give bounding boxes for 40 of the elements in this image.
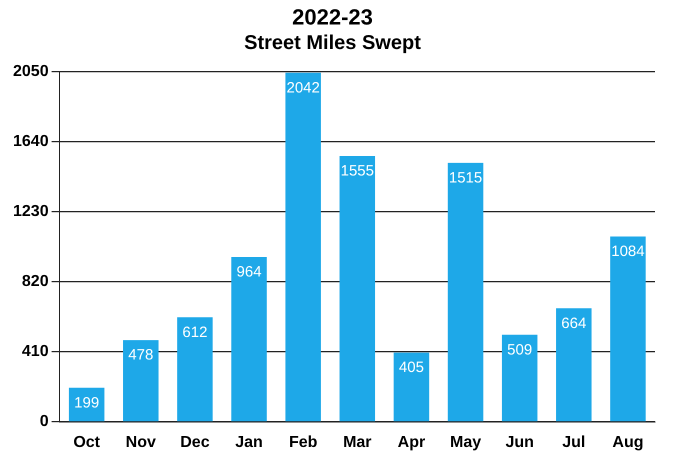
y-tick-label: 1230 <box>13 202 49 220</box>
data-label: 612 <box>182 324 208 341</box>
x-tick-label: Mar <box>343 434 372 451</box>
x-tick-label: Jun <box>505 434 534 451</box>
bar <box>231 257 267 422</box>
y-tick-label: 2050 <box>13 62 49 80</box>
y-tick-label: 410 <box>22 343 49 360</box>
data-label: 509 <box>507 341 532 358</box>
x-tick-label: Dec <box>180 434 210 451</box>
bar <box>448 162 484 422</box>
x-tick-label: Jan <box>235 434 263 451</box>
data-label: 199 <box>74 394 100 412</box>
data-label: 405 <box>398 359 424 376</box>
bar <box>394 352 430 422</box>
x-tick-label: Aug <box>612 434 644 451</box>
bar <box>285 72 321 422</box>
y-tick-label: 820 <box>22 273 49 290</box>
bar <box>177 317 213 422</box>
x-tick-label: Nov <box>126 434 156 451</box>
x-tick-label: May <box>450 434 482 451</box>
data-label: 964 <box>236 264 262 281</box>
data-label: 1084 <box>611 243 645 260</box>
bar <box>340 156 376 422</box>
x-tick-label: Jul <box>562 434 586 451</box>
bar <box>556 308 592 422</box>
data-label: 1555 <box>340 162 374 180</box>
y-tick-label: 1640 <box>13 132 49 150</box>
data-label: 478 <box>128 346 154 364</box>
bar <box>502 334 538 422</box>
data-label: 1515 <box>448 169 482 186</box>
bar <box>123 340 159 422</box>
chart-title: 2022-23 <box>292 4 373 30</box>
x-tick-label: Feb <box>288 434 318 451</box>
chart-subtitle: Street Miles Swept <box>244 32 422 54</box>
bar <box>610 236 646 422</box>
y-tick-label: 0 <box>40 413 49 430</box>
data-label: 664 <box>561 314 586 332</box>
x-tick-label: Oct <box>73 434 101 451</box>
data-label: 2042 <box>286 79 320 96</box>
x-tick-label: Apr <box>398 434 426 451</box>
